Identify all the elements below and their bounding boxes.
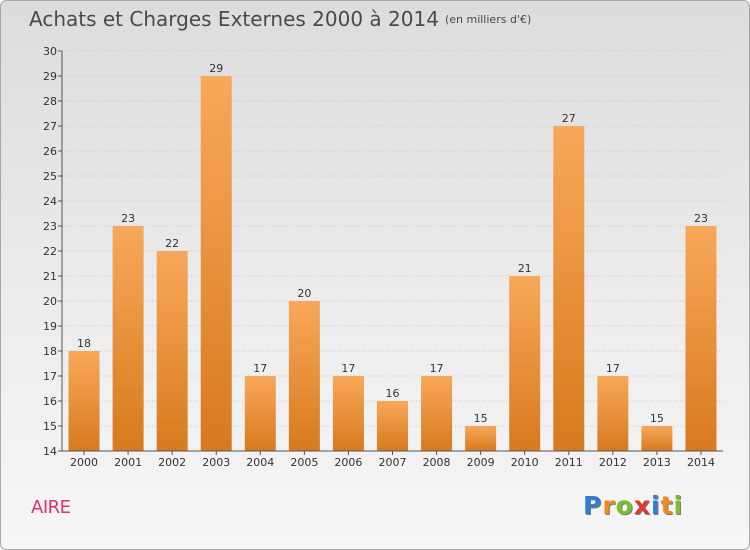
chart-title: Achats et Charges Externes 2000 à 2014 (e… xyxy=(29,7,531,31)
bar xyxy=(112,226,144,451)
y-tick-label: 29 xyxy=(43,70,57,83)
value-label: 18 xyxy=(77,337,91,350)
value-label: 17 xyxy=(253,362,267,375)
y-tick-label: 26 xyxy=(43,145,57,158)
x-tick-label: 2001 xyxy=(114,456,142,469)
x-tick-label: 2012 xyxy=(599,456,627,469)
logo-letter: o xyxy=(615,491,634,520)
x-tick-label: 2004 xyxy=(246,456,274,469)
value-labels: 18 23 22 29 17 20 17 16 17 15 21 27 17 15 23 xyxy=(77,62,708,425)
logo-letter: i xyxy=(651,491,661,520)
logo-letter: t xyxy=(660,491,674,520)
value-label: 22 xyxy=(165,237,179,250)
value-label: 17 xyxy=(430,362,444,375)
bar xyxy=(641,426,673,451)
bar xyxy=(200,76,232,451)
value-label: 15 xyxy=(650,412,664,425)
axes: 14 15 16 17 18 19 20 21 22 23 24 25 26 27 28 29 30 2000 20… xyxy=(43,45,723,469)
value-label: 27 xyxy=(562,112,576,125)
value-label: 23 xyxy=(694,212,708,225)
chart-subtitle: (en milliers d'€) xyxy=(444,13,532,26)
y-tick-label: 15 xyxy=(43,420,57,433)
place-name: AIRE xyxy=(31,497,71,518)
x-tick-label: 2009 xyxy=(467,456,495,469)
value-label: 21 xyxy=(518,262,532,275)
y-tick-label: 24 xyxy=(43,195,57,208)
logo-letter: P xyxy=(583,491,603,520)
y-tick-label: 16 xyxy=(43,395,57,408)
bar xyxy=(553,126,585,451)
x-tick-label: 2005 xyxy=(290,456,318,469)
y-tick-label: 19 xyxy=(43,320,57,333)
y-tick-label: 18 xyxy=(43,345,57,358)
bar xyxy=(332,376,364,451)
x-tick-label: 2007 xyxy=(379,456,407,469)
value-label: 17 xyxy=(606,362,620,375)
x-tick-label: 2000 xyxy=(70,456,98,469)
value-label: 23 xyxy=(121,212,135,225)
bar xyxy=(421,376,453,451)
bar xyxy=(288,301,320,451)
y-tick-label: 27 xyxy=(43,120,57,133)
x-tick-label: 2014 xyxy=(687,456,715,469)
y-tick-label: 23 xyxy=(43,220,57,233)
y-tick-label: 22 xyxy=(43,245,57,258)
x-tick-label: 2006 xyxy=(334,456,362,469)
logo-letter: i xyxy=(673,491,684,520)
x-tick-label: 2002 xyxy=(158,456,186,469)
bar xyxy=(68,351,100,451)
value-label: 15 xyxy=(474,412,488,425)
x-tick-label: 2010 xyxy=(511,456,539,469)
x-tick-label: 2008 xyxy=(423,456,451,469)
bar xyxy=(377,401,408,451)
value-label: 17 xyxy=(341,362,355,375)
y-tick-label: 28 xyxy=(43,95,57,108)
x-tick-label: 2003 xyxy=(202,456,230,469)
y-tick-label: 25 xyxy=(43,170,57,183)
y-tick-label: 17 xyxy=(43,370,57,383)
bar xyxy=(244,376,276,451)
bar xyxy=(509,276,541,451)
y-tick-label: 30 xyxy=(43,45,57,58)
value-label: 20 xyxy=(297,287,311,300)
logo-letter: x xyxy=(633,491,651,520)
bar xyxy=(156,251,188,451)
bars xyxy=(68,76,717,451)
logo-letter: r xyxy=(602,491,616,520)
bar xyxy=(685,226,717,451)
value-label: 16 xyxy=(386,387,400,400)
value-label: 29 xyxy=(209,62,223,75)
x-tick-label: 2011 xyxy=(555,456,583,469)
y-tick-label: 20 xyxy=(43,295,57,308)
y-tick-label: 21 xyxy=(43,270,57,283)
title-text: Achats et Charges Externes 2000 à 2014 xyxy=(29,7,439,31)
bar xyxy=(597,376,629,451)
x-tick-label: 2013 xyxy=(643,456,671,469)
bar xyxy=(465,426,497,451)
proxiti-logo: Proxiti xyxy=(583,491,683,520)
y-tick-label: 14 xyxy=(43,445,57,458)
